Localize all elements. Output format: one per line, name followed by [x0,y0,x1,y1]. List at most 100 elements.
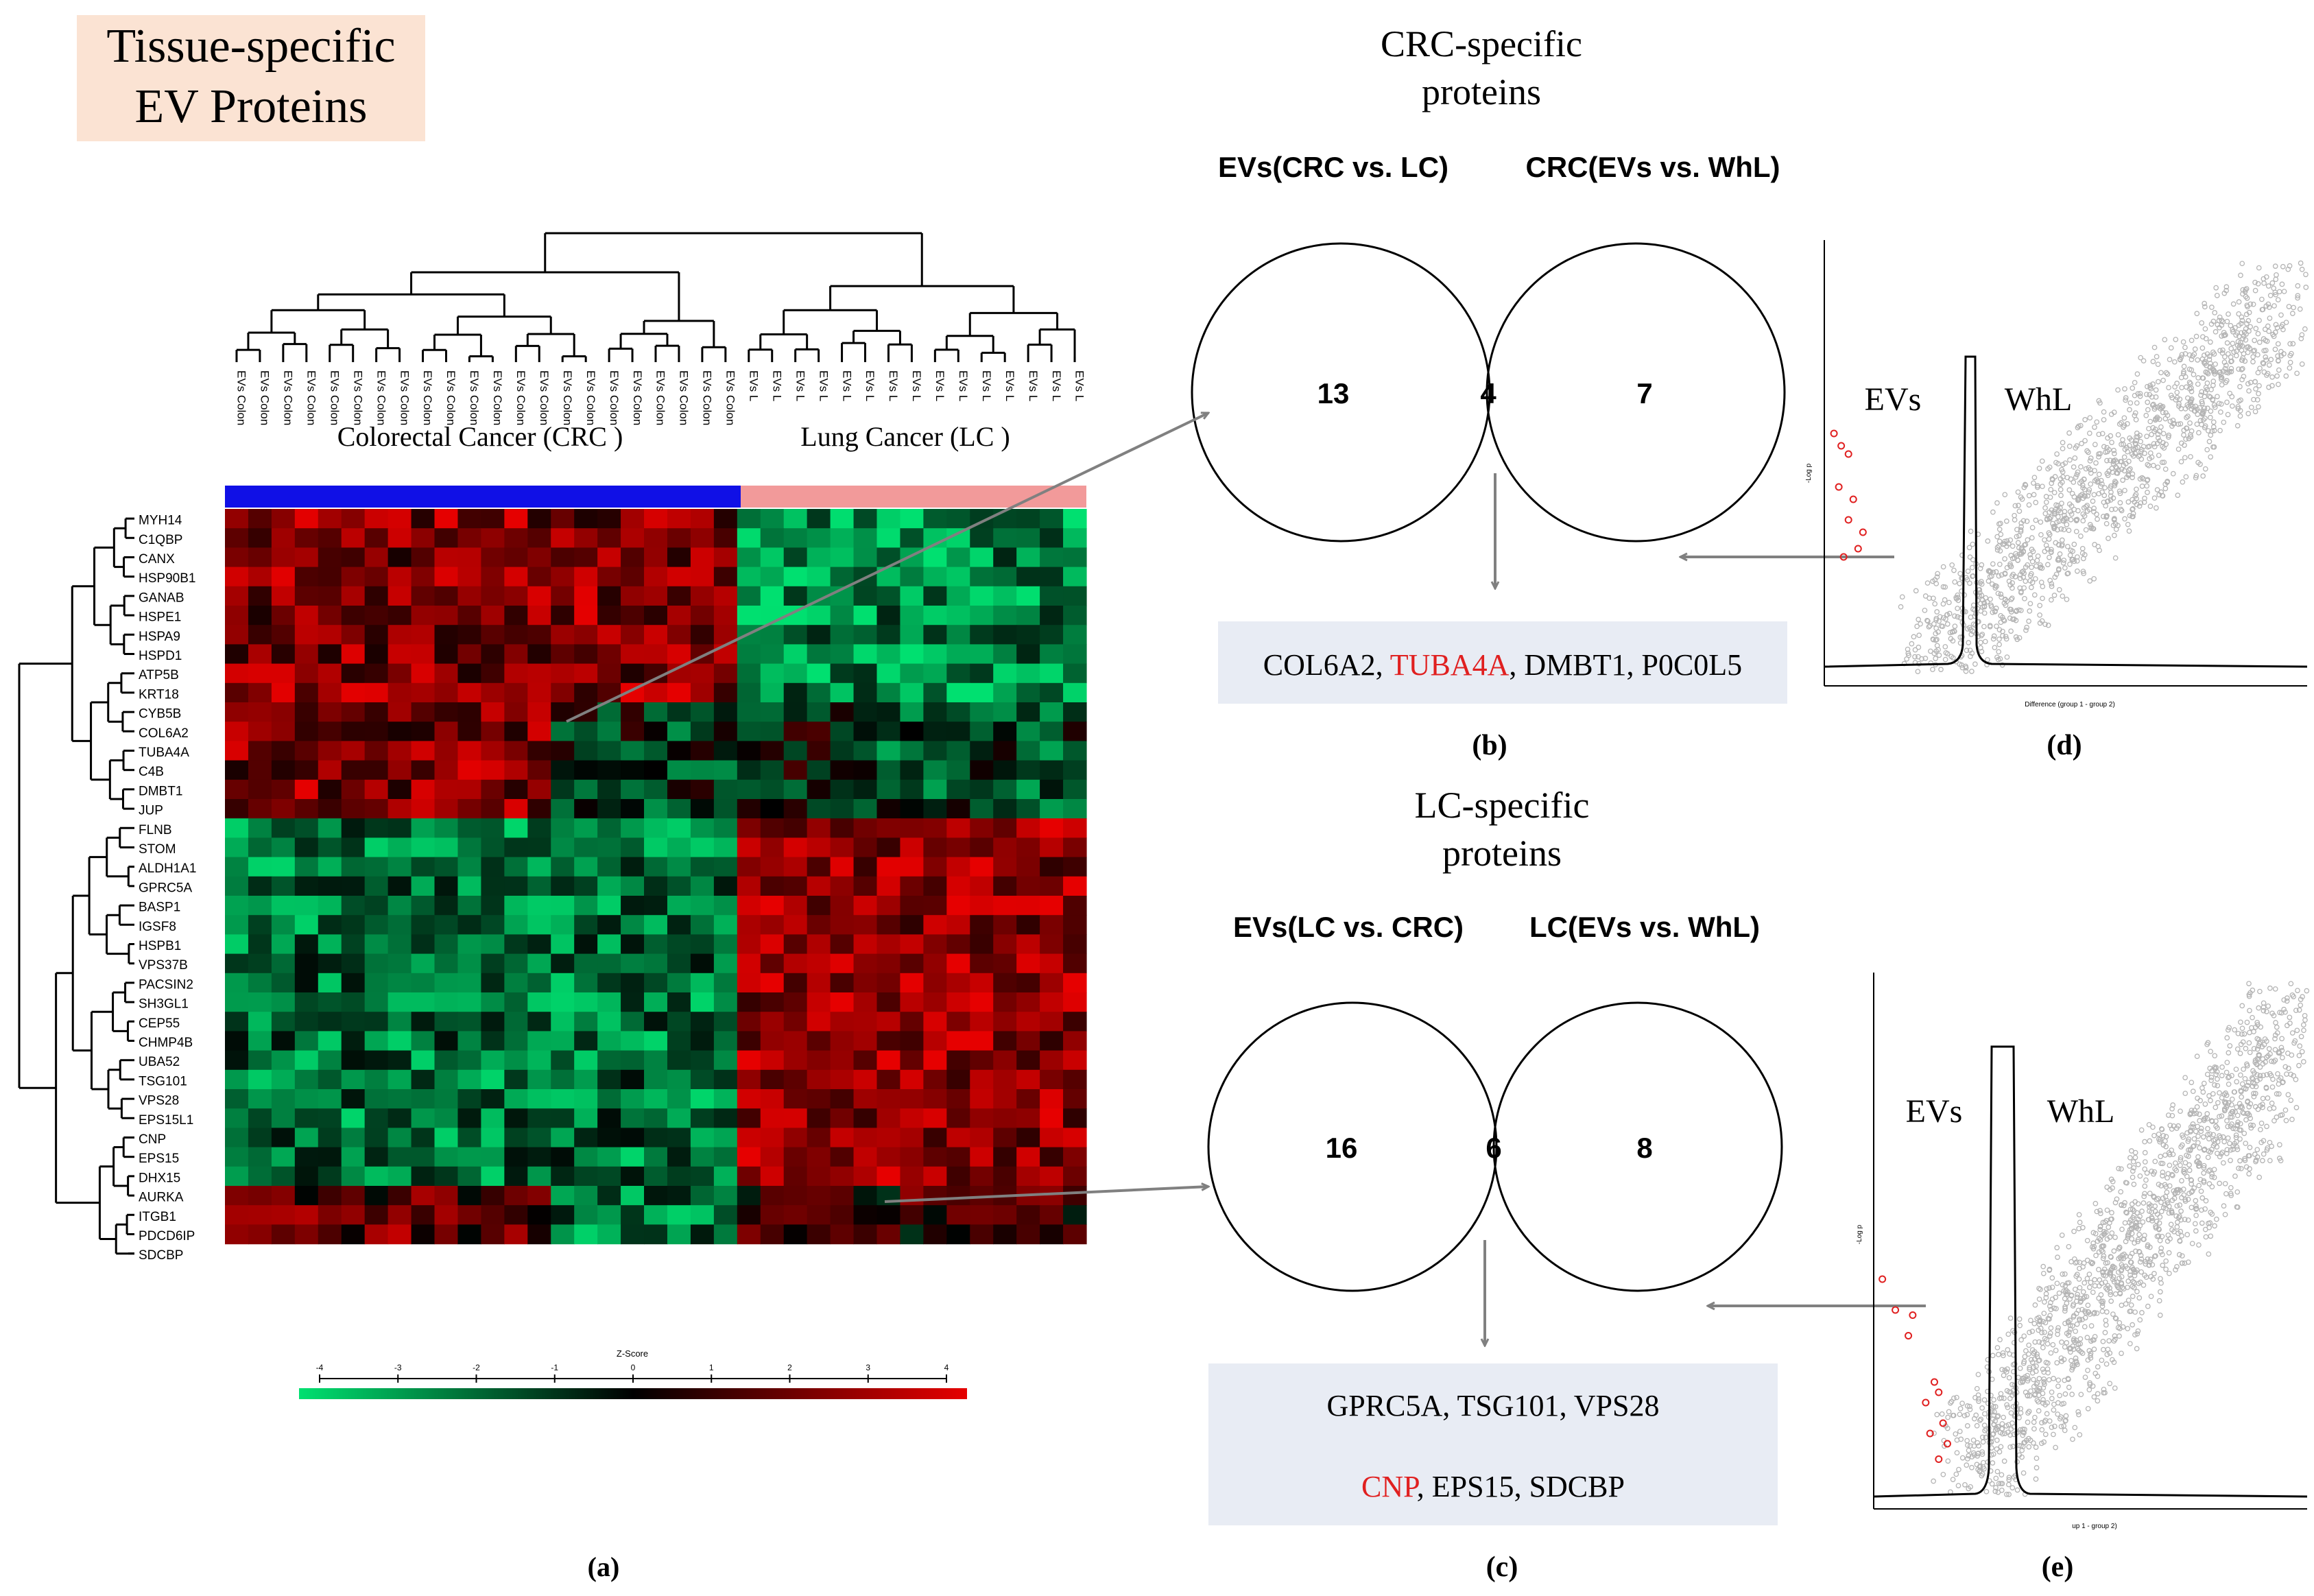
heatmap-cell [690,606,715,626]
heatmap-cell [830,606,855,626]
volcano-point [2199,412,2206,417]
volcano-point [2226,1075,2231,1081]
volcano-point [2075,568,2080,574]
heatmap-cell [713,992,738,1012]
heatmap-cell [713,1205,738,1225]
gene-label: ALDH1A1 [139,861,197,876]
volcano-point [2006,1374,2012,1381]
heatmap-cell [411,837,436,858]
sample-label: EVs Colon [351,370,364,425]
heatmap-cell [690,876,715,896]
volcano-point [2252,337,2257,344]
volcano-point [1994,534,2001,540]
heatmap-cell [551,1224,575,1245]
heatmap-cell [900,876,924,896]
volcano-point [2127,1272,2133,1278]
volcano-point [2000,633,2005,639]
volcano-point [2206,1168,2212,1174]
volcano-point [2260,307,2266,313]
volcano-point [2247,1049,2253,1056]
volcano-point [2238,1165,2244,1171]
volcano-point [2199,356,2206,362]
heatmap-cell [481,876,505,896]
volcano-point [2037,612,2042,618]
volcano-point [2066,487,2073,493]
heatmap-cell [271,1224,296,1245]
volcano-point [2044,1366,2051,1372]
volcano-point [2251,1029,2256,1035]
heatmap-cell [504,857,528,877]
volcano-point [2003,519,2009,524]
volcano-point [1975,606,1981,612]
heatmap-cell [1040,876,1064,896]
volcano-point [2264,338,2270,344]
volcano-point [2141,1237,2147,1242]
volcano-point [2096,454,2101,460]
volcano-point [2031,492,2037,498]
volcano-point [1936,652,1942,658]
gene-label: TUBA4A [139,746,189,760]
volcano-point [2029,584,2034,591]
heatmap-cell [318,1108,342,1128]
volcano-point [2119,1285,2125,1291]
heatmap-cell [1016,509,1040,529]
heatmap-cell [411,1205,436,1225]
heatmap-cell [1063,1108,1087,1128]
volcano-point [2202,405,2208,412]
heatmap-cell [876,973,901,993]
volcano-point [2259,1044,2265,1049]
heatmap-cell [504,953,528,974]
volcano-point [2061,1401,2067,1407]
heatmap-cell [434,1166,459,1187]
volcano-point [2129,514,2135,519]
volcano-point [2224,318,2230,324]
volcano-point [2045,1360,2051,1366]
heatmap-cell [923,509,947,529]
heatmap-cell [318,702,342,722]
volcano-point [2119,1302,2125,1308]
color-scale-label: Z-Score [617,1348,648,1359]
volcano-point [2145,462,2151,468]
volcano-point [2006,1492,2012,1497]
volcano-point [1922,656,1929,661]
volcano-point [2116,488,2123,495]
volcano-point [2115,432,2121,438]
volcano-point [2242,358,2248,364]
heatmap-cell [318,760,342,781]
volcano-point [2003,636,2009,642]
volcano-point [2201,1116,2207,1122]
heatmap-cell [993,1050,1017,1071]
heatmap-cell [294,722,319,741]
volcano-point [2210,1091,2216,1097]
volcano-point [2035,553,2041,559]
volcano-point [2160,1195,2166,1201]
heatmap-cell [667,1186,691,1206]
heatmap-cell [807,644,831,665]
volcano-point [1912,647,1918,653]
heatmap-cell [923,682,947,703]
heatmap-cell [527,722,551,741]
volcano-point [2261,1000,2267,1006]
heatmap-cell [644,1050,668,1071]
heatmap-cell [434,528,459,548]
volcano-point [2005,1366,2010,1372]
heatmap-cell [783,992,808,1012]
heatmap-cell [341,953,366,974]
volcano-point [2184,1152,2189,1158]
volcano-point [2158,1160,2164,1167]
volcano-point [2036,1339,2042,1345]
volcano-point [2019,1454,2025,1460]
sample-label: EVs L [817,370,830,401]
volcano-point [2182,1075,2188,1081]
heatmap-cell [294,1205,319,1225]
lc-protein-6: SDCBP [1529,1470,1625,1503]
heatmap-cell [923,644,947,665]
volcano-point [2278,1158,2284,1164]
volcano-point [2050,1342,2056,1348]
volcano-point [2164,1198,2170,1204]
heatmap-cell [900,953,924,974]
volcano-point [2184,402,2191,408]
volcano-point [2122,516,2127,522]
heatmap-cell [1063,606,1087,626]
heatmap-cell [807,1166,831,1187]
